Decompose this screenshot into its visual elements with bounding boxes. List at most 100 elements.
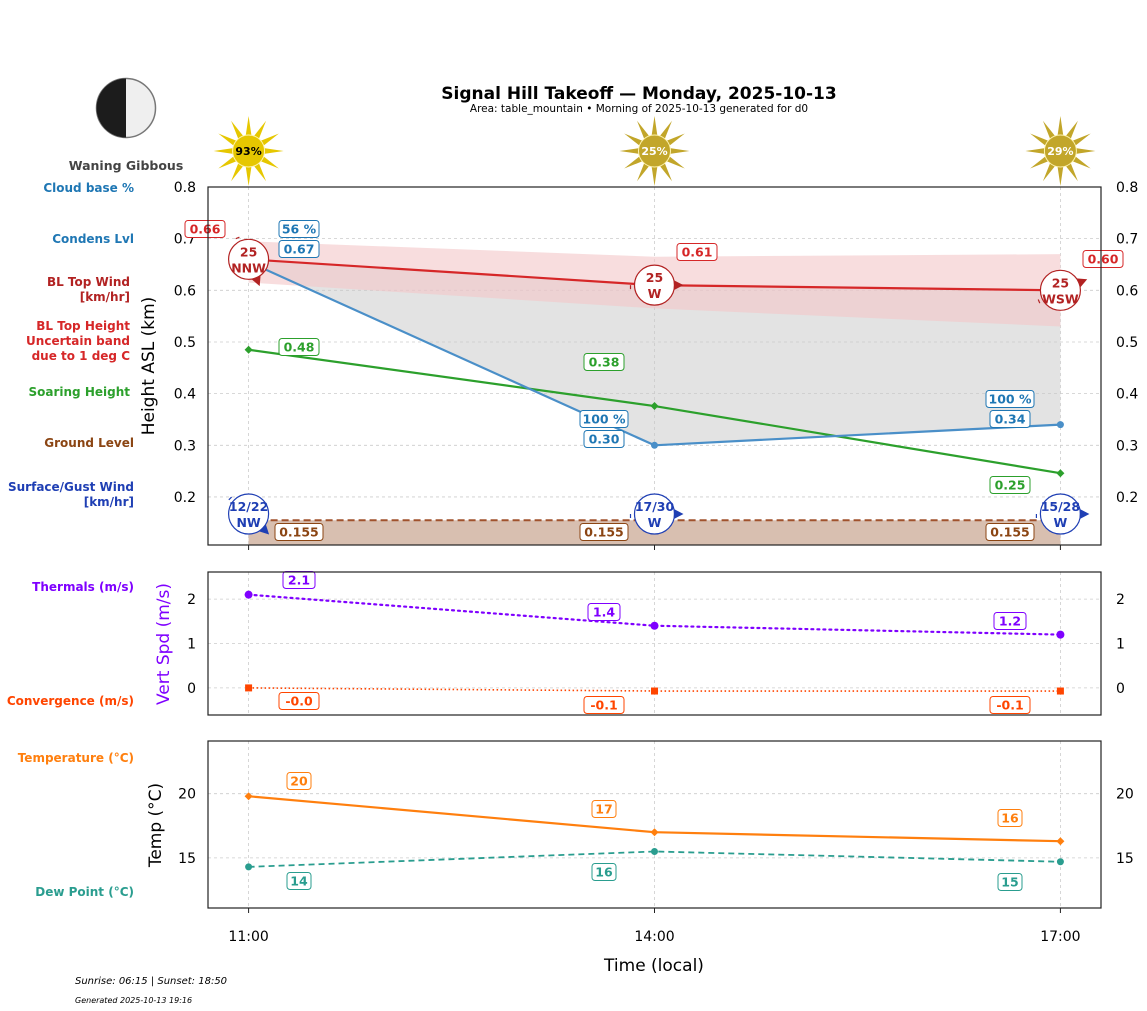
thermals-label: 1.4 bbox=[587, 603, 621, 621]
bl-top-height-label-box bbox=[1082, 250, 1124, 268]
y-tick-label-right: 1 bbox=[1116, 637, 1125, 653]
ground-level-label-box bbox=[579, 523, 629, 541]
generated-timestamp: Generated 2025-10-13 19:16 bbox=[75, 996, 192, 1005]
bl-top-height-label-text: 0.61 bbox=[682, 245, 713, 260]
wind-speed-text: 17/30 bbox=[635, 499, 675, 514]
condensation-level-label-text: 0.34 bbox=[995, 412, 1026, 427]
sun-disc bbox=[232, 134, 266, 168]
wind-speed-text: 15/28 bbox=[1041, 499, 1080, 514]
temperature-label-box bbox=[997, 809, 1023, 827]
dew-point-point bbox=[651, 847, 658, 855]
legend-bl-height-line2: Uncertain band bbox=[26, 334, 130, 348]
wind-direction-text: W bbox=[1054, 515, 1068, 530]
dew-point-label-text: 16 bbox=[595, 865, 613, 880]
convergence-label-text: -0.1 bbox=[996, 698, 1023, 713]
moon-waning-gibbous-icon bbox=[95, 77, 157, 139]
y-tick-label-right: 0.5 bbox=[1116, 335, 1138, 351]
dew-point-point bbox=[1056, 858, 1064, 866]
cloud-base-percent-label-box bbox=[985, 390, 1035, 408]
y-axis-title-temp: Temp (°C) bbox=[146, 783, 166, 868]
condensation-level-label-text: 0.30 bbox=[589, 432, 620, 447]
dew-point-label-text: 15 bbox=[1001, 875, 1018, 890]
wind-direction-text: WSW bbox=[1042, 291, 1079, 306]
condensation-level-point bbox=[1056, 421, 1064, 429]
ground-level-label-box bbox=[985, 523, 1035, 541]
cloud-base-percent-label-text: 100 % bbox=[583, 412, 626, 427]
temperature-label-box bbox=[591, 800, 617, 818]
thermals-label-box bbox=[993, 612, 1027, 630]
ground-level-label-box bbox=[274, 523, 324, 541]
temperature-label: 17 bbox=[591, 800, 617, 818]
wind-barb-tail bbox=[235, 236, 240, 240]
convergence-point bbox=[651, 687, 658, 695]
wind-direction-arrow-icon bbox=[1079, 509, 1090, 519]
dew-point-label: 14 bbox=[286, 872, 312, 890]
dew-point-label-box bbox=[997, 873, 1023, 891]
wind-direction-text: NW bbox=[236, 515, 260, 530]
chart-title: Signal Hill Takeoff — Monday, 2025-10-13 bbox=[441, 84, 836, 104]
sun-icon: 93% bbox=[213, 116, 284, 186]
convergence-label: -0.1 bbox=[989, 696, 1031, 714]
legend-soaring-height: Soaring Height bbox=[29, 385, 131, 399]
legend-bl-wind-line2: [km/hr] bbox=[80, 290, 130, 304]
legend-cloud-base: Cloud base % bbox=[43, 181, 134, 195]
x-axis-title: Time (local) bbox=[603, 956, 704, 976]
cloud-base-percent-label-text: 100 % bbox=[989, 392, 1032, 407]
soaring-height-label: 0.38 bbox=[583, 353, 625, 371]
y-tick-label: 0.8 bbox=[174, 180, 196, 196]
x-tick-label: 17:00 bbox=[1040, 929, 1080, 945]
dew-point-label: 15 bbox=[997, 873, 1023, 891]
convergence-label: -0.0 bbox=[278, 692, 320, 710]
condensation-level-label-box bbox=[583, 430, 625, 448]
sun-times: Sunrise: 06:15 | Sunset: 18:50 bbox=[75, 976, 227, 987]
ground-level-label: 0.155 bbox=[274, 523, 324, 541]
bl-top-height-label-box bbox=[676, 243, 718, 261]
soaring-height-label: 0.48 bbox=[278, 338, 320, 356]
sun-disc bbox=[638, 134, 671, 168]
thermals-label: 1.2 bbox=[993, 612, 1027, 630]
thermals-label-box bbox=[587, 603, 621, 621]
y-tick-label: 20 bbox=[178, 787, 196, 803]
dew-point-label-box bbox=[286, 872, 312, 890]
bl-top-height-label-text: 0.60 bbox=[1088, 252, 1119, 267]
legend-temperature: Temperature (°C) bbox=[18, 751, 134, 765]
wind-speed-text: 25 bbox=[646, 270, 663, 285]
wind-speed-text: 12/22 bbox=[229, 499, 268, 514]
wind-direction-arrow-icon bbox=[673, 509, 684, 519]
sun-cloud-cover-label: 93% bbox=[235, 145, 261, 158]
sun-icon: 29% bbox=[1025, 116, 1096, 186]
wind-barb-tail bbox=[228, 496, 233, 501]
y-tick-label-right: 0.6 bbox=[1116, 283, 1138, 299]
y-tick-label: 0.6 bbox=[174, 283, 196, 299]
soaring-height-label-box bbox=[583, 353, 625, 371]
temperature-label-box bbox=[286, 772, 312, 790]
plot-frame bbox=[207, 571, 1102, 716]
convergence-label-box bbox=[989, 696, 1031, 714]
ground-level-label: 0.155 bbox=[579, 523, 629, 541]
y-tick-label-right: 0.4 bbox=[1116, 387, 1138, 403]
legend-surface-wind-line1: Surface/Gust Wind bbox=[8, 480, 134, 494]
ground-level-label-text: 0.155 bbox=[584, 525, 624, 540]
cloud-base-percent-label-text: 56 % bbox=[282, 222, 317, 237]
condensation-level-label: 0.67 bbox=[278, 240, 320, 258]
bl-top-height-label-box bbox=[184, 220, 226, 238]
convergence-line bbox=[248, 687, 1061, 692]
soaring-height-label-text: 0.48 bbox=[284, 340, 315, 355]
condensation-level-label-text: 0.67 bbox=[284, 242, 315, 257]
temperature-label-text: 17 bbox=[595, 802, 612, 817]
y-tick-label: 15 bbox=[178, 851, 196, 867]
soaring-height-label-text: 0.25 bbox=[995, 478, 1026, 493]
wind-barb-tail bbox=[1037, 299, 1041, 304]
wind-direction-arrow-icon bbox=[673, 280, 684, 291]
condensation-level-label: 0.34 bbox=[989, 410, 1031, 428]
temperature-point bbox=[1056, 837, 1065, 846]
y-tick-label: 0.4 bbox=[174, 387, 196, 403]
legend-dew-point: Dew Point (°C) bbox=[35, 885, 134, 899]
thermals-label-text: 2.1 bbox=[288, 573, 310, 588]
bl-top-height-label: 0.66 bbox=[184, 220, 226, 238]
sun-cloud-cover-label: 29% bbox=[1047, 145, 1073, 158]
wind-direction-text: NNW bbox=[231, 260, 266, 275]
